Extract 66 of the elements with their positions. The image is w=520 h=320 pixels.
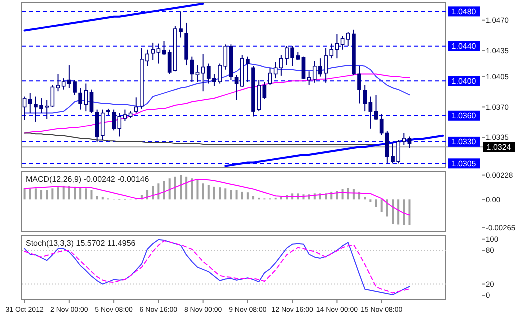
ref-line-label: 1.0480 (452, 7, 477, 16)
bar (174, 176, 176, 200)
bar (57, 188, 60, 200)
candlestick (28, 92, 32, 114)
bar (102, 196, 104, 200)
candlestick (56, 74, 60, 92)
bar (246, 192, 249, 200)
bar (230, 190, 232, 200)
bar (219, 188, 222, 200)
candlestick (268, 68, 272, 86)
bar (392, 200, 394, 224)
bar (96, 196, 98, 200)
bar (40, 190, 43, 200)
bar (90, 190, 93, 200)
bar (236, 190, 238, 200)
candlestick (90, 89, 94, 114)
chart-title: MACD(12,26,9) -0.00242 -0.00146 (26, 175, 150, 184)
bar (213, 186, 216, 200)
bar (202, 184, 204, 200)
bar (29, 188, 32, 200)
bar (241, 192, 244, 200)
bar (347, 188, 350, 200)
bar (191, 178, 194, 200)
candlestick (408, 136, 412, 149)
candlestick (374, 94, 378, 121)
bar (375, 200, 378, 208)
bar (80, 188, 82, 200)
bar (46, 190, 48, 200)
ref-line-label: 1.0324 (486, 142, 512, 152)
candlestick (123, 109, 128, 122)
bar (62, 186, 65, 200)
candlestick (302, 56, 306, 80)
bar (24, 188, 26, 200)
bar (224, 188, 227, 200)
ref-line-label: 1.0305 (452, 159, 477, 168)
bar (208, 185, 210, 200)
ref-line-label: 1.0360 (452, 112, 477, 121)
candlestick (196, 65, 200, 83)
candlestick (50, 85, 55, 108)
bar (68, 186, 70, 200)
bar (196, 180, 199, 200)
bar (180, 175, 182, 200)
bar (380, 200, 383, 212)
bar (52, 188, 54, 200)
ref-line-label: 1.0440 (452, 42, 477, 52)
bar (408, 200, 411, 226)
bar (85, 188, 88, 200)
bar (364, 196, 366, 200)
candlestick (134, 97, 138, 114)
candlestick (190, 56, 194, 83)
bar (168, 178, 171, 200)
candlestick (340, 36, 345, 50)
bar (252, 196, 255, 200)
bar (280, 196, 282, 200)
bar (74, 186, 76, 200)
ref-line-label: 1.0400 (452, 76, 477, 86)
ref-line-label: 1.0330 (452, 138, 477, 147)
bar (158, 184, 160, 200)
bar (403, 200, 406, 226)
chart-title: Stoch(13,3,3) 15.5702 11.4956 (26, 239, 136, 248)
candlestick (335, 34, 340, 60)
bar (186, 176, 188, 200)
bar (386, 200, 388, 217)
bar (34, 188, 37, 200)
bar (163, 181, 166, 200)
bar (398, 200, 400, 225)
